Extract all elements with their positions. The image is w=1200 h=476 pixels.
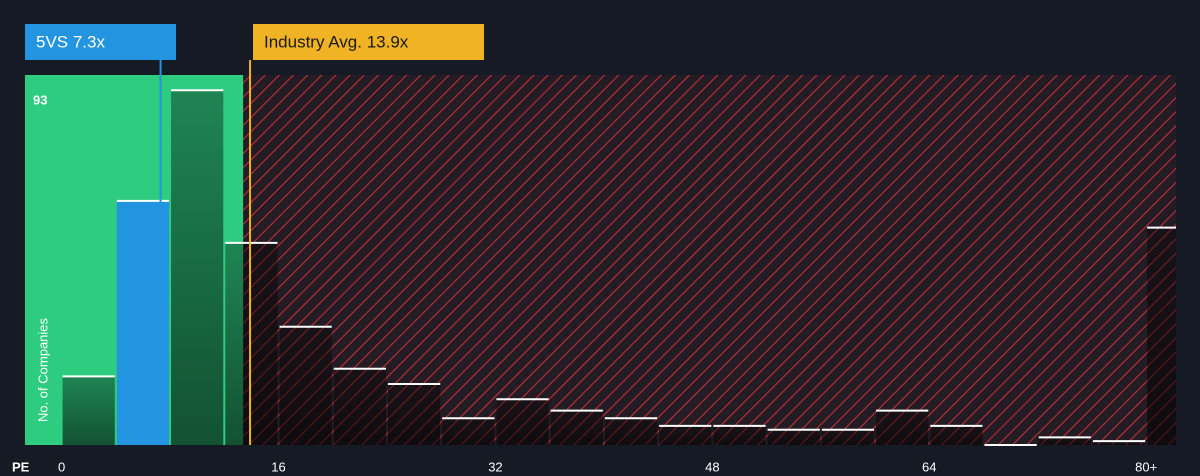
bar [225,242,278,445]
bar [387,383,441,445]
bar [604,418,658,445]
x-axis-label: PE [12,459,30,474]
bar [767,429,820,445]
bar [279,326,332,445]
bar [1038,437,1091,445]
bar [930,425,983,445]
bar [876,410,929,445]
x-tick-label: 64 [922,459,936,474]
annotation-box [253,24,484,60]
bar [333,368,386,445]
y-tick-label: 93 [33,93,47,108]
x-tick-label: 80+ [1135,459,1157,474]
annotation-box [25,24,176,60]
bar [550,410,603,445]
bar [171,90,224,446]
bar [442,418,495,445]
x-tick-label: 32 [488,459,502,474]
bar [1147,227,1176,445]
bar [62,376,115,445]
x-tick-label: 0 [58,459,65,474]
bar [713,425,766,445]
y-axis-label: No. of Companies [35,317,50,422]
bar [821,429,875,445]
bar [659,425,712,445]
bar [1092,441,1146,445]
annotation-label: Industry Avg. 13.9x [264,32,409,51]
x-tick-label: 48 [705,459,719,474]
annotation-label: 5VS 7.3x [36,32,105,51]
x-tick-label: 16 [271,459,285,474]
bar [496,399,549,445]
